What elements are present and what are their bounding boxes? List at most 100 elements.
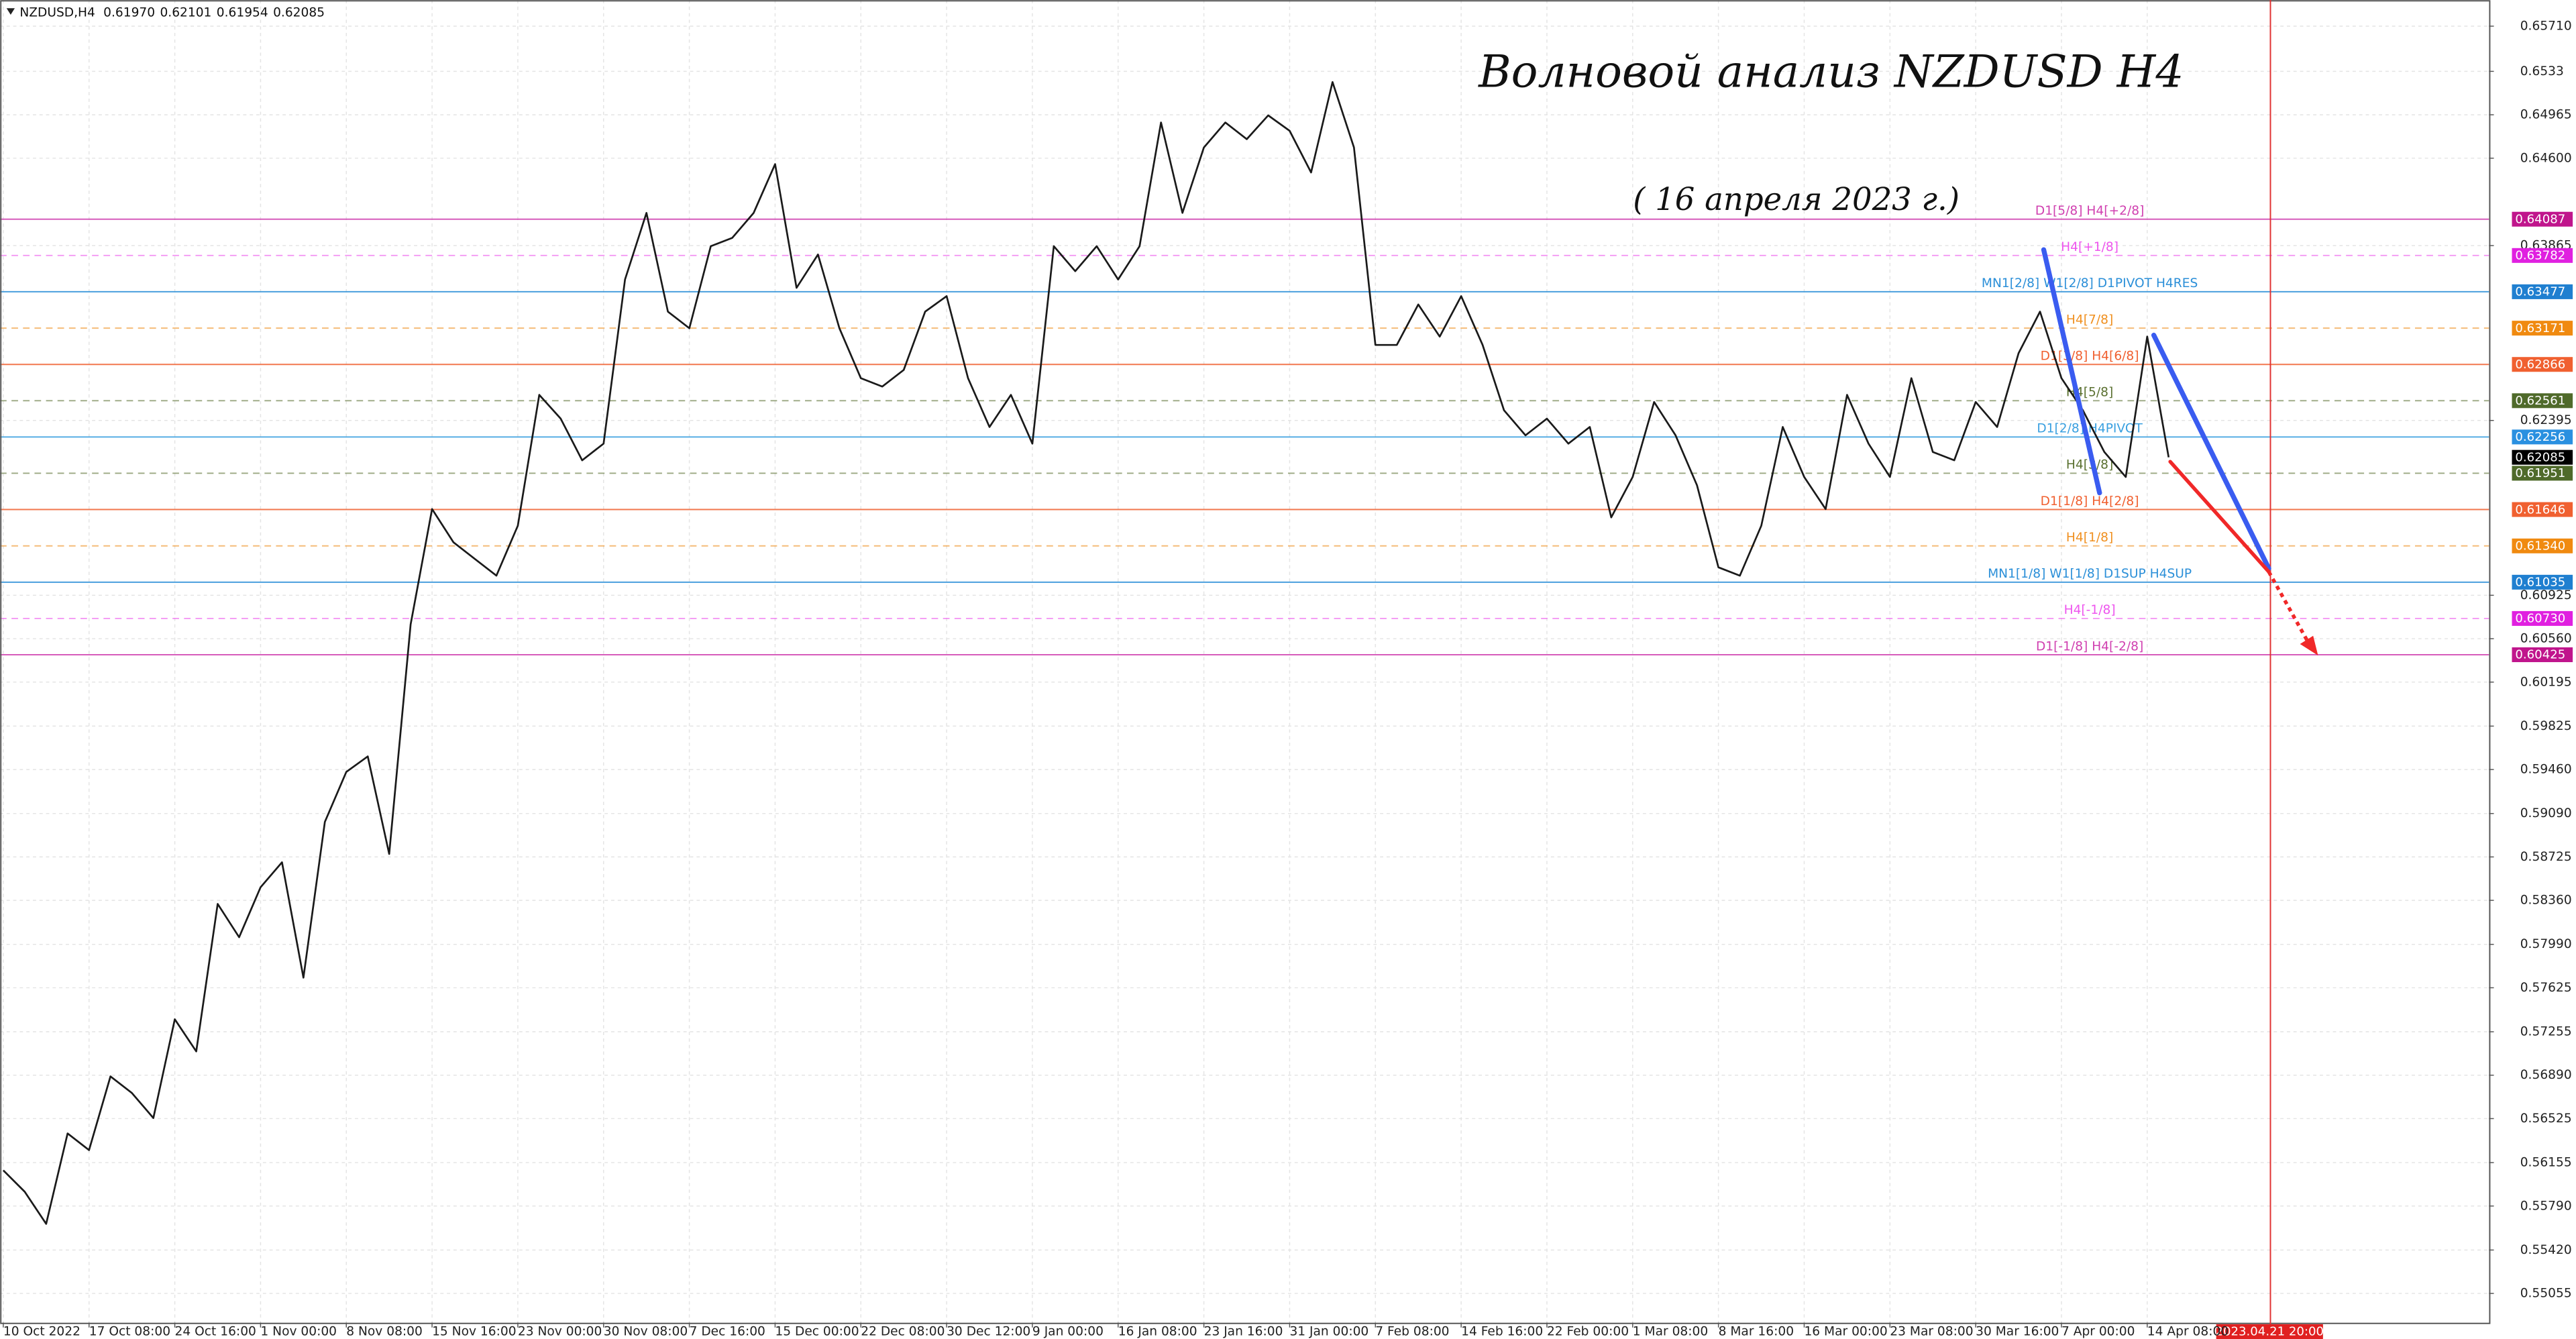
y-tick-label: 0.64600 <box>2520 151 2572 165</box>
level-tag <box>2512 393 2573 409</box>
wave-line <box>2041 247 2102 496</box>
levels: D1[5/8] H4[+2/8] H4[+1/8] MN1[2/8] W1[2/8]… <box>0 204 2489 655</box>
y-tick-label: 0.59825 <box>2520 719 2572 733</box>
last-price-tag <box>2512 449 2573 465</box>
level-tag-label: 0.64087 <box>2515 212 2565 226</box>
level-label: H4[+1/8] <box>2061 240 2118 254</box>
x-tick-label: 10 Oct 2022 <box>3 1324 80 1338</box>
close: 0.62085 <box>273 5 325 19</box>
level-tag <box>2512 466 2573 481</box>
level-tag-label: 0.61951 <box>2515 466 2565 480</box>
symbol: NZDUSD,H4 <box>19 5 95 19</box>
x-tick-label: 30 Mar 16:00 <box>1976 1324 2059 1338</box>
x-tick-label: 15 Nov 16:00 <box>432 1324 516 1338</box>
level-tag-label: 0.62561 <box>2515 394 2565 408</box>
x-tick-label: 9 Jan 00:00 <box>1032 1324 1104 1338</box>
x-tick-label: 7 Dec 16:00 <box>690 1324 765 1338</box>
level-tag <box>2512 429 2573 445</box>
x-tick-label: 7 Apr 00:00 <box>2061 1324 2135 1338</box>
level-label: D1[5/8] H4[+2/8] <box>2035 204 2144 218</box>
level-tag <box>2512 502 2573 517</box>
x-tick-label: 31 Jan 00:00 <box>1289 1324 1368 1338</box>
x-tick-label: 14 Feb 16:00 <box>1461 1324 1543 1338</box>
x-tick-label: 15 Dec 00:00 <box>775 1324 859 1338</box>
x-tick-label: 8 Nov 08:00 <box>346 1324 423 1338</box>
plot-frame <box>0 0 2491 1324</box>
y-tick-label: 0.62395 <box>2520 413 2572 427</box>
level-tag-label: 0.62256 <box>2515 430 2565 444</box>
symbol-menu-icon[interactable] <box>6 8 15 15</box>
y-tick-label: 0.57625 <box>2520 981 2572 995</box>
chart-title: Волновой анализ NZDUSD H4 <box>1478 46 2184 98</box>
x-tick-label: 22 Feb 00:00 <box>1547 1324 1629 1338</box>
level-tag <box>2512 538 2573 553</box>
chart-subtitle: ( 16 апреля 2023 г.) <box>1633 181 1960 217</box>
y-tick-label: 0.64965 <box>2520 108 2572 122</box>
high: 0.62101 <box>160 5 211 19</box>
y-tick-label: 0.55420 <box>2520 1243 2572 1257</box>
x-tick-label: 1 Nov 00:00 <box>260 1324 337 1338</box>
x-tick-label: 7 Feb 08:00 <box>1375 1324 1449 1338</box>
y-tick-label: 0.56890 <box>2520 1068 2572 1082</box>
x-tick-label: 30 Nov 08:00 <box>604 1324 688 1338</box>
x-tick-label: 14 Apr 08:00 <box>2147 1324 2229 1338</box>
level-tag <box>2512 211 2573 227</box>
x-tick-label: 23 Nov 00:00 <box>518 1324 602 1338</box>
price-axis: 0.657100.65330.649650.646000.638650.6239… <box>3 19 2573 1338</box>
y-tick-label: 0.59460 <box>2520 763 2572 777</box>
y-tick-label: 0.58725 <box>2520 850 2572 864</box>
level-label: D1[1/8] H4[2/8] <box>2041 494 2139 508</box>
level-label: MN1[2/8] W1[2/8] D1PIVOT H4RES <box>1982 276 2198 290</box>
x-tick-label: 30 Dec 12:00 <box>947 1324 1030 1338</box>
x-tick-label: 22 Dec 08:00 <box>861 1324 945 1338</box>
y-tick-label: 0.56155 <box>2520 1156 2572 1170</box>
x-tick-label: 24 Oct 16:00 <box>175 1324 256 1338</box>
level-label: H4[7/8] <box>2066 313 2113 327</box>
x-tick-label: 23 Mar 08:00 <box>1890 1324 1973 1338</box>
level-tag <box>2512 574 2573 590</box>
level-tag-label: 0.63477 <box>2515 285 2565 299</box>
last-price-label: 0.62085 <box>2515 450 2565 464</box>
level-tag-label: 0.63171 <box>2515 321 2565 335</box>
y-tick-label: 0.56525 <box>2520 1112 2572 1126</box>
level-tag <box>2512 321 2573 336</box>
level-tag <box>2512 610 2573 626</box>
level-label: MN1[1/8] W1[1/8] D1SUP H4SUP <box>1988 567 2192 581</box>
level-tag-label: 0.61340 <box>2515 539 2565 553</box>
level-tag <box>2512 357 2573 372</box>
level-label: H4[-1/8] <box>2064 603 2116 617</box>
time-marker-box <box>2216 1324 2323 1339</box>
level-tag <box>2512 248 2573 263</box>
level-tag-label: 0.63782 <box>2515 249 2565 263</box>
level-tag-label: 0.60730 <box>2515 612 2565 626</box>
level-tag-label: 0.62866 <box>2515 358 2565 372</box>
forecast-arrowhead <box>2300 635 2318 656</box>
y-tick-label: 0.6533 <box>2520 64 2564 78</box>
y-tick-label: 0.60925 <box>2520 588 2572 602</box>
x-tick-label: 16 Jan 08:00 <box>1118 1324 1197 1338</box>
plot <box>2 81 2170 1225</box>
y-tick-label: 0.59090 <box>2520 806 2572 820</box>
open: 0.61970 <box>103 5 155 19</box>
x-tick-label: 8 Mar 16:00 <box>1719 1324 1794 1338</box>
y-tick-label: 0.57990 <box>2520 937 2572 951</box>
y-tick-label: 0.60195 <box>2520 675 2572 689</box>
level-tag <box>2512 284 2573 299</box>
grid <box>0 0 2489 1323</box>
time-marker-label: 2023.04.21 20:00 <box>2215 1325 2324 1339</box>
x-tick-label: 1 Mar 08:00 <box>1633 1324 1708 1338</box>
level-label: D1[2/8] H4PIVOT <box>2037 422 2143 436</box>
x-tick-label: 17 Oct 08:00 <box>89 1324 170 1338</box>
y-tick-label: 0.60560 <box>2520 632 2572 646</box>
level-tag-label: 0.61035 <box>2515 576 2565 590</box>
y-tick-label: 0.58360 <box>2520 894 2572 908</box>
level-tag-label: 0.60425 <box>2515 648 2565 662</box>
price-line <box>2 81 2170 1225</box>
low: 0.61954 <box>217 5 268 19</box>
forecast-dotted <box>2267 570 2310 643</box>
x-tick-label: 16 Mar 00:00 <box>1804 1324 1887 1338</box>
y-tick-label: 0.57255 <box>2520 1025 2572 1039</box>
level-label: D1[-1/8] H4[-2/8] <box>2036 639 2143 653</box>
level-label: H4[1/8] <box>2066 531 2113 545</box>
